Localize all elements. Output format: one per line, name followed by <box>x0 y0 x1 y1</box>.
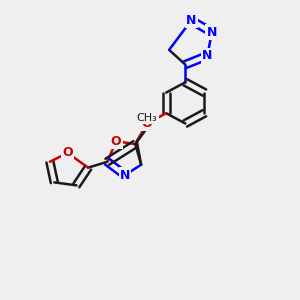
Text: O: O <box>62 146 73 159</box>
Text: N: N <box>207 26 217 39</box>
Text: O: O <box>111 135 122 148</box>
Text: O: O <box>142 117 152 130</box>
Text: N: N <box>120 169 130 182</box>
Text: N: N <box>186 14 196 27</box>
Text: CH₃: CH₃ <box>137 112 158 123</box>
Text: N: N <box>202 49 213 62</box>
